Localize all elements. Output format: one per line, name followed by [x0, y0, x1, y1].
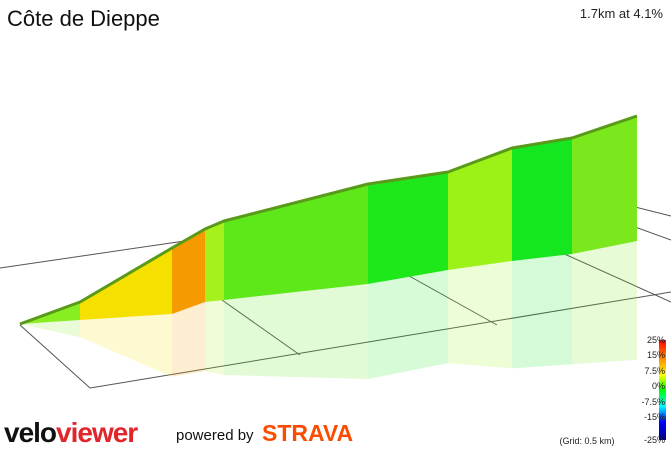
- grid-line: [401, 271, 498, 326]
- grid-line: [634, 226, 671, 241]
- grid-line: [89, 291, 671, 389]
- powered-by-text: powered by: [176, 427, 254, 444]
- grid-line: [19, 324, 91, 389]
- profile-reflection: [20, 241, 637, 379]
- grid-line: [0, 237, 206, 269]
- profile-segment: [448, 148, 512, 270]
- profile-segment: [512, 138, 572, 261]
- grid-line: [634, 206, 671, 217]
- profile-segment: [572, 116, 637, 254]
- segment-reflection: [172, 302, 205, 377]
- grid-note: (Grid: 0.5 km): [559, 436, 665, 446]
- segment-reflection: [80, 314, 172, 377]
- logo-part-velo: velo: [4, 417, 57, 448]
- ground-grid: [0, 206, 671, 389]
- scale-label: -7.5%: [641, 397, 665, 407]
- segment-reflection: [512, 254, 572, 369]
- gradient-color-scale: [659, 340, 666, 440]
- segment-reflection: [448, 261, 512, 369]
- profile-segment: [205, 221, 224, 302]
- scale-label: 0%: [651, 381, 665, 391]
- segment-reflection: [368, 270, 448, 379]
- scale-label: 15%: [646, 350, 665, 360]
- profile-segment: [80, 248, 172, 320]
- segment-reflection: [20, 320, 80, 338]
- segment-reflection: [205, 300, 224, 376]
- climb-title: Côte de Dieppe: [7, 6, 160, 31]
- profile-segment: [368, 172, 448, 284]
- grid-line: [559, 251, 671, 303]
- scale-label: -15%: [643, 412, 665, 422]
- profile-ridge: [19, 114, 638, 326]
- scale-label: -25%: [643, 435, 665, 445]
- ridge-line: [19, 114, 638, 326]
- profile-segment: [172, 229, 205, 314]
- strava-logo[interactable]: STRAVA: [262, 420, 354, 446]
- veloviewer-logo[interactable]: veloviewer: [4, 417, 138, 448]
- scale-label: 7.5%: [644, 366, 665, 376]
- scale-label: 25%: [646, 335, 665, 345]
- grid-size-text: (Grid: 0.5 km): [559, 436, 615, 446]
- climb-summary: 1.7km at 4.1%: [579, 6, 663, 21]
- grid-line: [221, 299, 301, 356]
- segment-reflection: [572, 241, 637, 365]
- logo-part-viewer: viewer: [56, 417, 138, 448]
- segment-reflection: [224, 284, 368, 379]
